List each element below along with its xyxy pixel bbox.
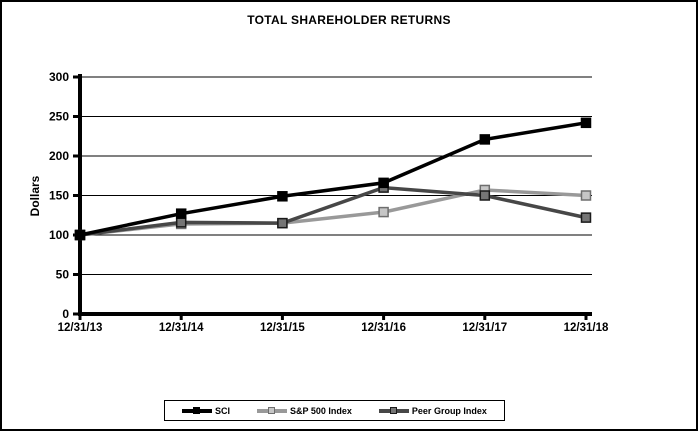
legend-label-sci: SCI bbox=[215, 405, 231, 416]
series-line-0 bbox=[79, 121, 587, 237]
data-point-marker bbox=[175, 217, 187, 228]
x-tick-label: 12/31/18 bbox=[564, 322, 609, 334]
data-point-marker bbox=[580, 190, 592, 201]
series-line-1 bbox=[79, 188, 587, 237]
x-tick-label: 12/31/15 bbox=[260, 322, 305, 334]
y-tick-label: 300 bbox=[49, 70, 69, 84]
data-point-marker bbox=[580, 212, 592, 223]
legend-label-peer-group: Peer Group Index bbox=[411, 405, 487, 416]
chart-title: TOTAL SHAREHOLDER RETURNS bbox=[247, 13, 451, 27]
legend-entry-sp500: S&P 500 Index bbox=[257, 406, 352, 416]
data-point-marker bbox=[378, 177, 389, 189]
legend-entry-peer-group: Peer Group Index bbox=[378, 405, 487, 416]
legend-label-sp500: S&P 500 Index bbox=[290, 405, 352, 416]
x-tick-label: 12/31/13 bbox=[58, 322, 103, 334]
data-point-marker bbox=[580, 117, 592, 129]
data-point-marker bbox=[378, 206, 389, 218]
y-tick-label: 0 bbox=[62, 307, 69, 321]
y-tick-label: 200 bbox=[49, 149, 69, 163]
y-tick-label: 50 bbox=[56, 268, 70, 282]
data-point-marker bbox=[277, 217, 288, 229]
peer-group-line-swatch-icon bbox=[378, 406, 409, 415]
sp500-line-swatch-icon bbox=[257, 406, 288, 415]
y-tick-label: 100 bbox=[49, 228, 69, 242]
data-point-marker bbox=[479, 134, 491, 145]
data-point-marker bbox=[175, 208, 187, 219]
legend-entry-sci: SCI bbox=[182, 406, 230, 416]
x-tick-label: 12/31/14 bbox=[159, 322, 204, 334]
y-tick-label: 250 bbox=[49, 110, 69, 124]
sci-line-swatch-icon bbox=[182, 406, 213, 415]
data-point-marker bbox=[74, 229, 86, 241]
series-line-2 bbox=[79, 185, 587, 237]
data-point-marker bbox=[277, 191, 288, 202]
data-point-marker bbox=[479, 190, 491, 201]
x-tick-label: 12/31/17 bbox=[462, 322, 507, 334]
y-tick-label: 150 bbox=[49, 189, 69, 203]
x-tick-label: 12/31/16 bbox=[361, 322, 406, 334]
legend: SCI S&P 500 Index Peer Group Index bbox=[164, 400, 505, 421]
